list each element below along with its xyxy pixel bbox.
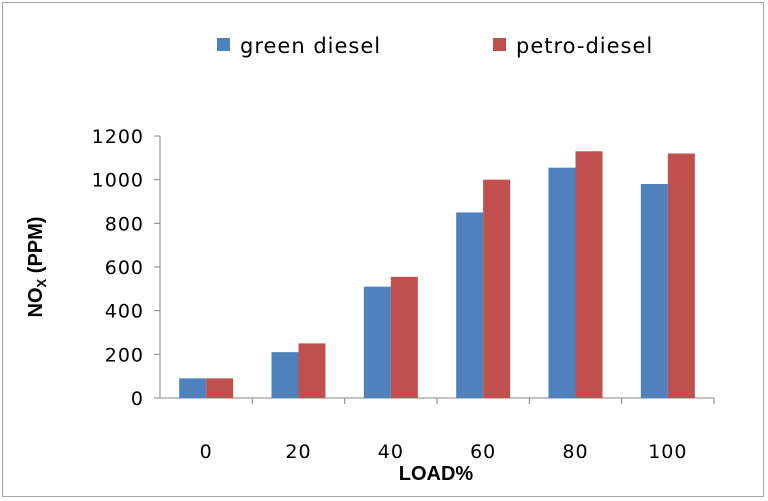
- legend-swatch-green-diesel: [217, 38, 230, 51]
- bar-green-diesel-60: [456, 212, 484, 398]
- y-tick-label: 600: [105, 257, 144, 279]
- x-tick-label: 60: [470, 441, 496, 463]
- y-tick-label: 0: [131, 388, 144, 410]
- bar-petro-diesel-80: [575, 151, 603, 398]
- legend-swatch-petro-diesel: [493, 38, 506, 51]
- bar-petro-diesel-20: [298, 343, 326, 398]
- bar-petro-diesel-100: [667, 153, 695, 398]
- x-axis-title: LOAD%: [399, 463, 474, 485]
- x-ticks: 0 20 40 60 80 100: [200, 398, 715, 463]
- legend-label-green-diesel: green diesel: [240, 34, 381, 58]
- y-axis-title: NOX (PPM): [25, 217, 49, 318]
- y-tick-label: 200: [105, 344, 144, 366]
- y-ticks: 0 200 400 600 800 1000 1200: [92, 126, 160, 410]
- legend: green diesel petro-diesel: [217, 34, 653, 58]
- x-tick-label: 100: [648, 441, 687, 463]
- y-tick-label: 1200: [92, 126, 144, 148]
- x-tick-label: 20: [285, 441, 311, 463]
- bar-green-diesel-100: [640, 184, 668, 398]
- y-tick-label: 800: [105, 213, 144, 235]
- y-axis-title-subscript: X: [34, 278, 49, 287]
- x-tick-label: 0: [200, 441, 213, 463]
- bar-green-diesel-40: [363, 286, 391, 398]
- bar-green-diesel-20: [271, 352, 299, 398]
- bar-petro-diesel-40: [390, 276, 418, 398]
- bar-petro-diesel-0: [206, 378, 234, 398]
- bars: [179, 151, 695, 398]
- x-tick-label: 80: [562, 441, 588, 463]
- bar-petro-diesel-60: [483, 179, 511, 398]
- bar-green-diesel-80: [548, 167, 576, 398]
- legend-label-petro-diesel: petro-diesel: [516, 34, 653, 58]
- y-axis-title-unit: (PPM): [25, 217, 47, 279]
- y-axis-title-main: NO: [25, 287, 47, 317]
- bar-green-diesel-0: [179, 378, 207, 398]
- x-tick-label: 40: [378, 441, 404, 463]
- y-tick-label: 1000: [92, 170, 144, 192]
- y-tick-label: 400: [105, 301, 144, 323]
